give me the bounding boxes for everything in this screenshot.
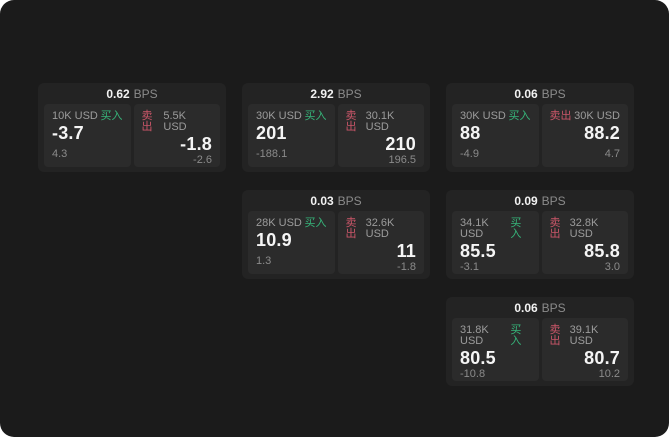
sell-panel[interactable]: 卖出 5.5K USD -1.8 -2.6 <box>133 104 220 167</box>
buy-price: -3.7 <box>52 123 84 143</box>
bps-value: 0.06 <box>514 300 538 315</box>
bps-value: 0.03 <box>310 193 334 208</box>
bps-unit: BPS <box>541 86 566 101</box>
buy-price: 85.5 <box>460 241 496 261</box>
sell-button[interactable]: 卖出 <box>549 217 561 240</box>
sell-sub-value: 4.7 <box>604 148 620 160</box>
bps-unit: BPS <box>133 86 158 101</box>
buy-price: 10.9 <box>256 230 292 250</box>
sell-button[interactable]: 卖出 <box>549 110 572 122</box>
buy-panel[interactable]: 10K USD 买入 -3.7 4.3 <box>44 104 131 167</box>
quote-card: 0.09 BPS 34.1K USD 买入 85.5 -3.1 卖出 32.8K… <box>446 190 634 279</box>
sell-notional: 39.1K USD <box>569 324 599 347</box>
buy-notional: 34.1K USD <box>460 217 489 240</box>
sell-sub-value: 3.0 <box>604 260 620 273</box>
bps-unit: BPS <box>541 300 566 315</box>
bps-unit: BPS <box>337 193 362 208</box>
bps-value: 2.92 <box>310 86 334 101</box>
sell-price: 11 <box>396 241 416 261</box>
buy-panel[interactable]: 28K USD 买入 10.9 1.3 <box>248 211 335 274</box>
price-panels: 28K USD 买入 10.9 1.3 卖出 32.6K USD 11 -1.8 <box>248 211 424 274</box>
sell-sub-value: -2.6 <box>193 153 212 166</box>
card-header: 0.09 BPS <box>452 190 628 211</box>
sell-panel[interactable]: 卖出 32.6K USD 11 -1.8 <box>337 211 424 274</box>
buy-sub-value: 1.3 <box>256 255 272 267</box>
sell-price: 85.8 <box>584 241 620 261</box>
buy-button[interactable]: 买入 <box>100 110 123 122</box>
buy-panel[interactable]: 30K USD 买入 88 -4.9 <box>452 104 539 167</box>
sell-button[interactable]: 卖出 <box>549 324 561 347</box>
sell-button[interactable]: 卖出 <box>141 110 153 133</box>
quote-card: 0.03 BPS 28K USD 买入 10.9 1.3 卖出 32.6K US… <box>242 190 430 279</box>
price-panels: 30K USD 买入 88 -4.9 卖出 30K USD 88.2 4.7 <box>452 104 628 167</box>
sell-notional: 32.8K USD <box>569 217 599 240</box>
buy-price: 201 <box>256 123 287 143</box>
sell-price: 210 <box>385 134 416 154</box>
card-header: 0.06 BPS <box>452 297 628 318</box>
buy-notional: 28K USD <box>256 217 302 229</box>
sell-sub-value: 196.5 <box>388 153 416 166</box>
quote-card: 0.06 BPS 30K USD 买入 88 -4.9 卖出 30K USD <box>446 83 634 172</box>
buy-button[interactable]: 买入 <box>510 324 522 347</box>
buy-sub-value: -3.1 <box>460 260 479 273</box>
sell-notional: 30K USD <box>574 110 620 122</box>
buy-button[interactable]: 买入 <box>510 217 522 240</box>
buy-sub-value: -10.8 <box>460 367 486 380</box>
sell-button[interactable]: 卖出 <box>345 110 357 133</box>
buy-notional: 31.8K USD <box>460 324 489 347</box>
buy-panel[interactable]: 30K USD 买入 201 -188.1 <box>248 104 335 167</box>
card-header: 0.03 BPS <box>248 190 424 211</box>
card-header: 0.62 BPS <box>44 83 220 104</box>
sell-sub-value: -1.8 <box>397 260 416 273</box>
buy-button[interactable]: 买入 <box>304 110 327 122</box>
buy-panel[interactable]: 34.1K USD 买入 85.5 -3.1 <box>452 211 539 274</box>
buy-sub-value: 4.3 <box>52 148 68 160</box>
buy-price: 88 <box>460 123 481 143</box>
buy-notional: 10K USD <box>52 110 98 122</box>
sell-price: -1.8 <box>180 134 212 154</box>
quotes-grid: 0.62 BPS 10K USD 买入 -3.7 4.3 卖出 5.5K USD <box>38 83 634 386</box>
bps-unit: BPS <box>541 193 566 208</box>
quote-card: 2.92 BPS 30K USD 买入 201 -188.1 卖出 30.1K … <box>242 83 430 172</box>
sell-panel[interactable]: 卖出 39.1K USD 80.7 10.2 <box>541 318 628 381</box>
card-header: 2.92 BPS <box>248 83 424 104</box>
sell-panel[interactable]: 卖出 32.8K USD 85.8 3.0 <box>541 211 628 274</box>
buy-sub-value: -4.9 <box>460 148 479 160</box>
buy-button[interactable]: 买入 <box>304 217 327 229</box>
bps-value: 0.62 <box>106 86 130 101</box>
buy-panel[interactable]: 31.8K USD 买入 80.5 -10.8 <box>452 318 539 381</box>
card-header: 0.06 BPS <box>452 83 628 104</box>
price-panels: 30K USD 买入 201 -188.1 卖出 30.1K USD 210 1… <box>248 104 424 167</box>
sell-price: 80.7 <box>584 348 620 368</box>
sell-button[interactable]: 卖出 <box>345 217 357 240</box>
quote-card: 0.62 BPS 10K USD 买入 -3.7 4.3 卖出 5.5K USD <box>38 83 226 172</box>
sell-sub-value: 10.2 <box>598 367 620 380</box>
buy-button[interactable]: 买入 <box>508 110 531 122</box>
bps-value: 0.06 <box>514 86 538 101</box>
sell-notional: 30.1K USD <box>365 110 395 133</box>
bps-value: 0.09 <box>514 193 538 208</box>
sell-panel[interactable]: 卖出 30K USD 88.2 4.7 <box>541 104 628 167</box>
price-panels: 31.8K USD 买入 80.5 -10.8 卖出 39.1K USD 80.… <box>452 318 628 381</box>
bps-unit: BPS <box>337 86 362 101</box>
sell-notional: 5.5K USD <box>163 110 187 133</box>
sell-notional: 32.6K USD <box>365 217 395 240</box>
quote-card: 0.06 BPS 31.8K USD 买入 80.5 -10.8 卖出 39.1… <box>446 297 634 386</box>
price-panels: 10K USD 买入 -3.7 4.3 卖出 5.5K USD -1.8 -2.… <box>44 104 220 167</box>
sell-price: 88.2 <box>584 123 620 143</box>
buy-notional: 30K USD <box>460 110 506 122</box>
buy-price: 80.5 <box>460 348 496 368</box>
price-panels: 34.1K USD 买入 85.5 -3.1 卖出 32.8K USD 85.8… <box>452 211 628 274</box>
sell-panel[interactable]: 卖出 30.1K USD 210 196.5 <box>337 104 424 167</box>
buy-sub-value: -188.1 <box>256 148 288 160</box>
buy-notional: 30K USD <box>256 110 302 122</box>
